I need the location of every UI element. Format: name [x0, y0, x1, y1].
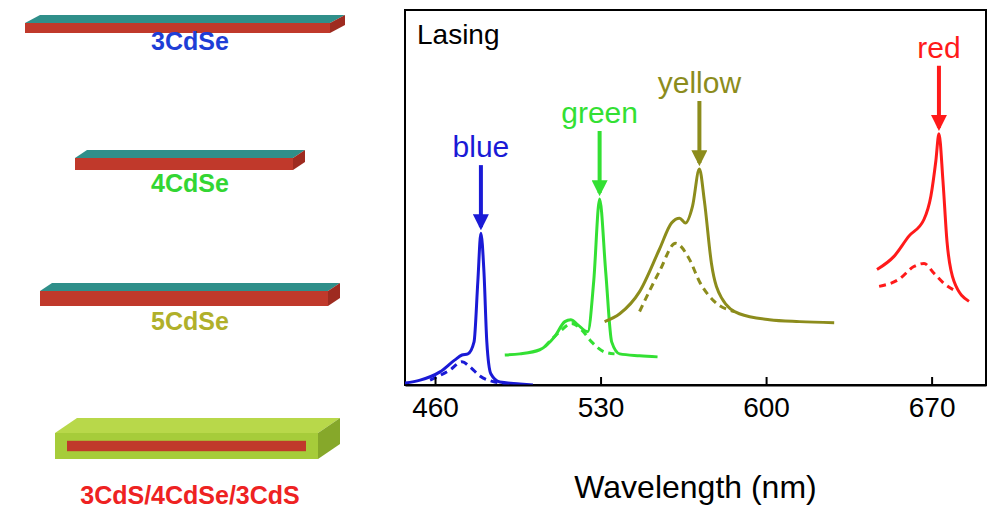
nanoplatelet	[55, 418, 340, 459]
spectrum-line	[545, 324, 615, 354]
structure-label: 3CdS/4CdSe/3CdS	[80, 481, 300, 509]
peak-arrow	[937, 66, 941, 128]
nanoplatelet	[75, 150, 305, 170]
x-tick-label: 460	[412, 392, 459, 423]
slab-side	[328, 283, 340, 306]
chart-title: Lasing	[417, 19, 500, 50]
nanoplatelet	[40, 283, 340, 306]
spectrum-line	[605, 169, 835, 323]
illustrations: 3CdSe 4CdSe 5CdSe 3CdS/4CdSe/3CdS	[25, 15, 345, 509]
x-tick-mark	[600, 377, 602, 385]
slab-side	[330, 15, 345, 33]
peak-label: blue	[453, 130, 510, 163]
slab-core	[67, 441, 306, 451]
slab-top	[75, 150, 305, 158]
slab-top	[40, 283, 340, 291]
spectrum-line	[430, 362, 510, 384]
slab-side	[318, 418, 340, 459]
x-tick-label: 600	[743, 392, 790, 423]
x-tick-mark	[766, 377, 768, 385]
plot-lines	[405, 134, 969, 385]
x-tick: 600	[743, 377, 790, 423]
spectrum-line	[879, 264, 957, 292]
x-tick: 530	[578, 377, 625, 423]
peak-arrow	[697, 101, 701, 163]
x-axis-line	[406, 385, 987, 387]
spectrum-line	[877, 134, 969, 302]
x-tick-mark	[931, 377, 933, 385]
peak-arrow	[598, 131, 602, 193]
structure-label: 3CdSe	[151, 27, 229, 55]
spectrum-line	[405, 233, 533, 385]
slab-front	[55, 433, 318, 459]
x-axis-title: Wavelength (nm)	[574, 469, 816, 505]
x-tick-label: 670	[909, 392, 956, 423]
slab-top	[55, 418, 340, 433]
spectrum-line	[640, 243, 735, 311]
x-tick: 670	[909, 377, 956, 423]
peak-label: red	[917, 31, 960, 64]
peak-annotations: blue green yellow red	[453, 31, 961, 227]
x-tick-mark	[435, 377, 437, 385]
plot-frame	[405, 10, 986, 385]
structure-label: 4CdSe	[151, 169, 229, 197]
figure: 3CdSe 4CdSe 5CdSe 3CdS/4CdSe/3CdS 460 530 600 6…	[0, 0, 995, 519]
slab-front	[40, 291, 328, 306]
peak-arrow	[479, 165, 483, 227]
x-tick: 460	[412, 377, 459, 423]
peak-label: green	[561, 96, 638, 129]
spectrum-line	[505, 199, 658, 357]
x-axis: 460 530 600 670	[406, 377, 987, 423]
x-tick-label: 530	[578, 392, 625, 423]
structure-label: 5CdSe	[151, 307, 229, 335]
slab-top	[25, 15, 345, 23]
slab-side	[293, 150, 305, 170]
peak-label: yellow	[658, 66, 742, 99]
